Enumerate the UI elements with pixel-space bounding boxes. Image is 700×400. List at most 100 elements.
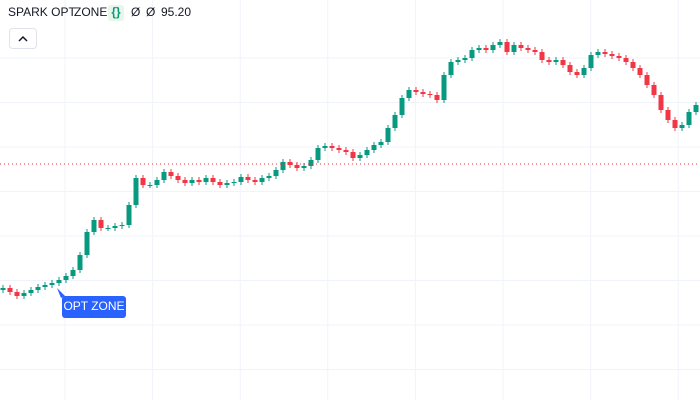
candle-body: [91, 220, 97, 232]
candle-body: [357, 155, 363, 158]
candle-body: [672, 120, 678, 128]
candle-body: [602, 52, 608, 54]
candle-body: [252, 180, 258, 182]
candle-body: [301, 166, 307, 168]
candle-body: [630, 62, 636, 68]
candle-body: [154, 180, 160, 185]
candle-body: [665, 110, 671, 120]
candle-body: [70, 270, 76, 276]
candle-body: [525, 48, 531, 50]
interval: ZONE: [74, 5, 107, 19]
candle-body: [644, 75, 650, 85]
candle-body: [231, 182, 237, 183]
legend-value: Ø: [146, 5, 155, 19]
candle-body: [308, 160, 314, 166]
candle-body: [287, 162, 293, 165]
candle-body: [56, 280, 62, 283]
candle-body: [147, 185, 153, 186]
candle-body: [112, 226, 118, 228]
candle-body: [7, 288, 13, 292]
candle-body: [280, 162, 286, 170]
candle-body: [35, 287, 41, 290]
candle-body: [567, 65, 573, 72]
collapse-button[interactable]: [9, 28, 37, 49]
candle-body: [588, 55, 594, 68]
candle-body: [315, 148, 321, 160]
annotation-pointer: [57, 288, 65, 298]
candle-body: [497, 42, 503, 45]
candle-body: [336, 148, 342, 150]
candle-body: [273, 170, 279, 176]
candle-body: [49, 283, 55, 285]
candle-body: [217, 182, 223, 185]
candle-body: [161, 172, 167, 180]
candle-body: [140, 178, 146, 185]
candle-body: [658, 95, 664, 110]
candle-body: [686, 112, 692, 125]
candle-body: [21, 293, 27, 296]
candle-body: [574, 72, 580, 75]
candle-body: [623, 58, 629, 62]
candle-body: [679, 125, 685, 128]
candle-body: [77, 255, 83, 270]
candle-body: [322, 146, 328, 148]
candle-body: [651, 85, 657, 95]
candle-body: [238, 177, 244, 182]
candle-body: [511, 45, 517, 52]
candle-body: [504, 42, 510, 52]
candle-body: [476, 48, 482, 50]
candle-body: [609, 54, 615, 56]
candle-body: [483, 48, 489, 50]
candle-body: [364, 150, 370, 155]
candle-body: [539, 52, 545, 60]
candle-body: [469, 50, 475, 58]
candle-body: [560, 60, 566, 65]
candle-body: [182, 180, 188, 183]
candle-body: [385, 128, 391, 142]
legend-value: Ø: [131, 5, 140, 19]
candle-body: [448, 62, 454, 75]
candle-body: [84, 232, 90, 255]
candle-body: [546, 60, 552, 62]
candle-body: [126, 205, 132, 225]
candle-body: [63, 276, 69, 280]
svg-text:{}: {}: [111, 5, 121, 19]
candle-body: [224, 183, 230, 185]
candle-body: [42, 285, 48, 287]
candle-body: [434, 95, 440, 100]
candle-body: [399, 98, 405, 115]
candle-body: [371, 145, 377, 150]
candle-body: [413, 90, 419, 92]
candle-body: [427, 94, 433, 95]
candle-body: [0, 288, 6, 290]
candle-body: [119, 225, 125, 226]
candle-body: [343, 150, 349, 152]
plot: OPT ZONE: [0, 39, 700, 318]
candle-body: [637, 68, 643, 75]
candle-body: [28, 290, 34, 293]
legend-value: 95.20: [161, 5, 191, 19]
candle-body: [210, 178, 216, 182]
candle-body: [420, 92, 426, 94]
candle-body: [14, 292, 20, 296]
candle-body: [175, 176, 181, 180]
candle-body: [203, 178, 209, 182]
candle-body: [378, 142, 384, 145]
candle-body: [168, 172, 174, 176]
candle-body: [532, 50, 538, 52]
annotation-label: OPT ZONE: [63, 299, 124, 313]
candle-body: [595, 52, 601, 55]
candle-body: [616, 56, 622, 58]
candle-body: [259, 178, 265, 182]
candle-body: [266, 176, 272, 178]
candle-body: [693, 105, 699, 112]
candle-body: [294, 165, 300, 168]
status-icon: {}: [108, 5, 124, 21]
candle-body: [406, 90, 412, 98]
candle-body: [350, 152, 356, 158]
candle-body: [490, 45, 496, 50]
candle-body: [518, 45, 524, 48]
